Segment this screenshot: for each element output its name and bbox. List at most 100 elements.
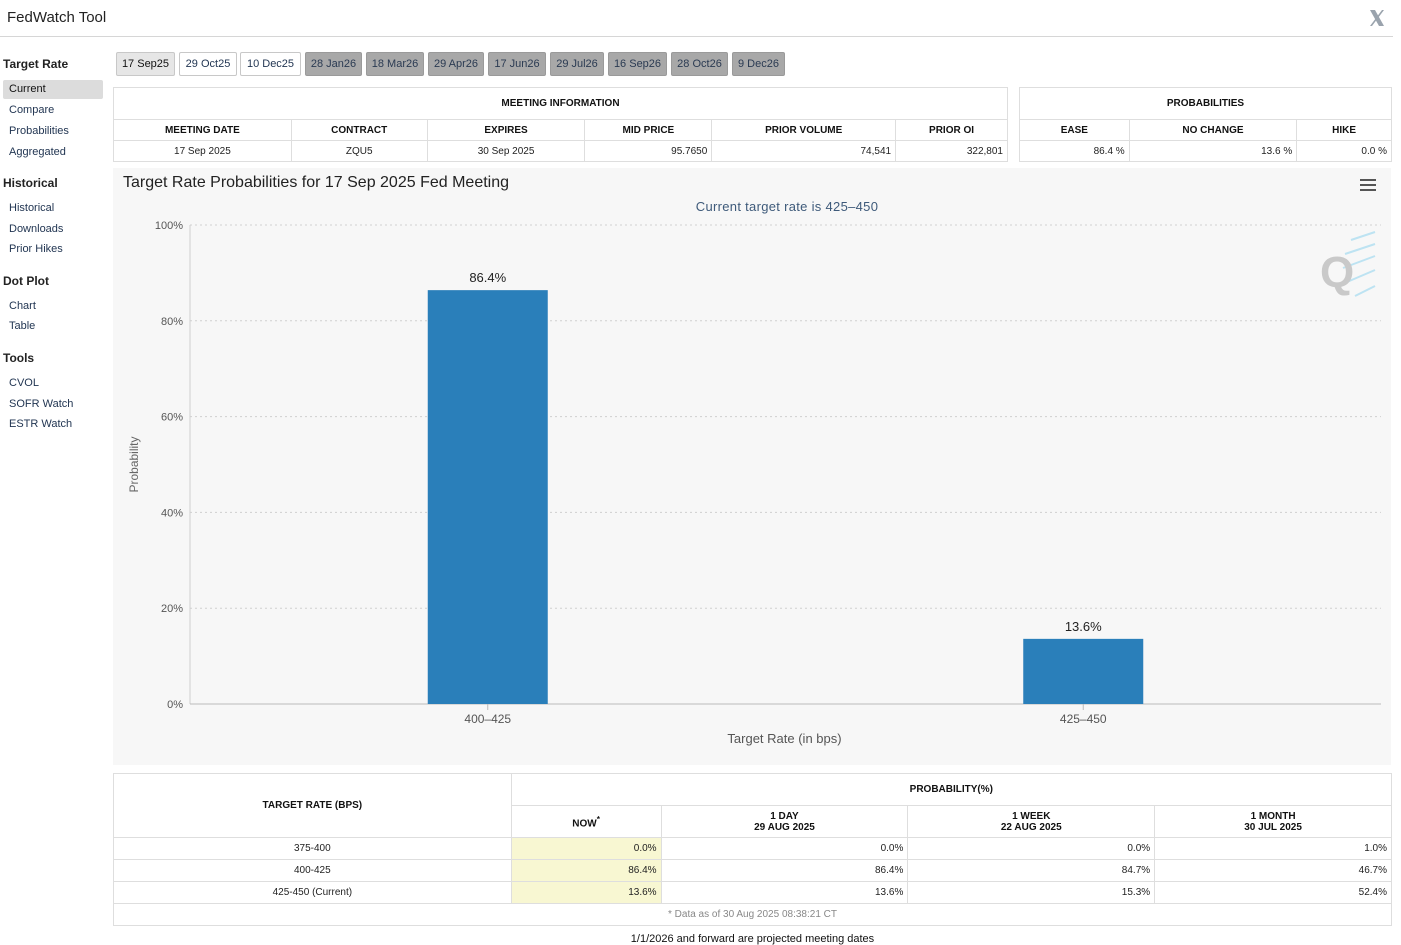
probabilities-table: PROBABILITIES EASE NO CHANGE HIKE 86.4 %… (1019, 87, 1392, 162)
col-header-now: NOW* (510, 805, 662, 838)
no-change-value: 13.6 % (1128, 140, 1298, 162)
sidebar-item-prior-hikes[interactable]: Prior Hikes (9, 243, 63, 255)
sidebar-item-compare[interactable]: Compare (9, 104, 55, 116)
col-header-1-day: 1 DAY 29 AUG 2025 (660, 805, 909, 838)
quikstrike-logo-icon: Q (1320, 231, 1376, 297)
month-cell: 46.7% (1154, 859, 1392, 882)
tab-meeting-10-dec25[interactable]: 10 Dec25 (240, 52, 301, 76)
tab-meeting-28-jan26[interactable]: 28 Jan26 (305, 52, 362, 76)
sidebar-item-table[interactable]: Table (9, 320, 36, 332)
y-axis-title: Probability (127, 436, 141, 492)
projected-dates-note: 1/1/2026 and forward are projected meeti… (630, 933, 875, 945)
x-tick-label: 425–450 (1060, 712, 1107, 726)
chart-title: Target Rate Probabilities for 17 Sep 202… (123, 174, 510, 191)
probability-header: PROBABILITY(%) (510, 773, 1393, 806)
sidebar-section-target-rate: Target Rate (3, 57, 69, 71)
prior-oi-value: 322,801 (895, 140, 1008, 162)
tab-meeting-17-jun26[interactable]: 17 Jun26 (488, 52, 546, 76)
col-header-prior-volume: PRIOR VOLUME (711, 119, 897, 141)
day-cell: 13.6% (660, 881, 909, 904)
sidebar-item-estr-watch[interactable]: ESTR Watch (9, 418, 73, 430)
app-title: FedWatch Tool (7, 9, 107, 26)
y-tick-label: 40% (161, 507, 183, 519)
sidebar-section-historical: Historical (3, 176, 58, 190)
col-header-ease: EASE (1019, 119, 1130, 141)
chart-subtitle: Current target rate is 425–450 (695, 199, 879, 214)
expires-value: 30 Sep 2025 (426, 140, 586, 162)
prior-volume-value: 74,541 (711, 140, 897, 162)
chart-gridlines (190, 224, 1381, 609)
bar-data-label: 86.4% (469, 270, 506, 285)
data-timestamp-footnote: * Data as of 30 Aug 2025 08:38:21 CT (113, 903, 1392, 926)
sidebar-item-downloads[interactable]: Downloads (9, 223, 64, 235)
tab-meeting-29-apr26[interactable]: 29 Apr26 (428, 52, 484, 76)
week-cell: 0.0% (907, 837, 1156, 860)
now-cell: 86.4% (510, 859, 662, 882)
title-bar: FedWatch Tool (0, 0, 1393, 37)
week-cell: 84.7% (907, 859, 1156, 882)
now-cell: 13.6% (510, 881, 662, 904)
x-axis-title: Target Rate (in bps) (727, 731, 841, 746)
now-asterisk: * (596, 813, 600, 824)
col-header-meeting-date: MEETING DATE (113, 119, 292, 141)
chart-labels: 0% 20% 40% 60% 80% 100% 86.4% 400–425 13.6% 425–4… (127, 220, 1107, 746)
tab-meeting-17-sep25[interactable]: 17 Sep25 (116, 52, 175, 76)
contract-value: ZQU5 (290, 140, 428, 162)
now-cell: 0.0% (510, 837, 662, 860)
chart-axes (189, 225, 1381, 710)
meeting-information-table: MEETING INFORMATION MEETING DATE CONTRAC… (113, 87, 1008, 162)
tab-meeting-28-oct26[interactable]: 28 Oct26 (671, 52, 728, 76)
col-header-contract: CONTRACT (290, 119, 428, 141)
meeting-information-title: MEETING INFORMATION (113, 87, 1008, 120)
probability-bar-chart: 0% 20% 40% 60% 80% 100% 86.4% 400–425 13.6% 425–4… (127, 220, 1381, 746)
bar (427, 290, 548, 704)
table-row: 400-425 86.4% 86.4% 84.7% 46.7% (113, 859, 1392, 882)
sidebar-item-probabilities[interactable]: Probabilities (9, 125, 69, 137)
sidebar-item-chart[interactable]: Chart (9, 300, 36, 312)
y-tick-label: 0% (167, 699, 183, 711)
tab-meeting-9-dec26[interactable]: 9 Dec26 (732, 52, 785, 76)
tab-meeting-29-oct25[interactable]: 29 Oct25 (179, 52, 237, 76)
col-header-prior-oi: PRIOR OI (895, 119, 1008, 141)
bar (1023, 638, 1144, 704)
probabilities-title: PROBABILITIES (1019, 87, 1392, 120)
meeting-date-value: 17 Sep 2025 (113, 140, 292, 162)
rate-cell: 375-400 (113, 837, 512, 860)
col-header-expires: EXPIRES (426, 119, 586, 141)
chart-menu-icon[interactable] (1360, 179, 1376, 193)
close-icon[interactable] (1366, 7, 1388, 29)
rate-cell: 425-450 (Current) (113, 881, 512, 904)
sidebar-item-cvol[interactable]: CVOL (9, 377, 39, 389)
sidebar-section-tools: Tools (3, 351, 35, 365)
col-header-target-rate: TARGET RATE (BPS) (113, 773, 512, 838)
tab-meeting-16-sep26[interactable]: 16 Sep26 (608, 52, 667, 76)
month-cell: 1.0% (1154, 837, 1392, 860)
week-cell: 15.3% (907, 881, 1156, 904)
table-row: 425-450 (Current) 13.6% 13.6% 15.3% 52.4… (113, 881, 1392, 904)
chart-bars (427, 290, 1144, 704)
col-header-hike: HIKE (1296, 119, 1392, 141)
ease-value: 86.4 % (1019, 140, 1130, 162)
col-header-1-week: 1 WEEK 22 AUG 2025 (907, 805, 1156, 838)
x-tick-label: 400–425 (464, 712, 511, 726)
y-tick-label: 100% (155, 220, 183, 232)
hike-value: 0.0 % (1296, 140, 1392, 162)
sidebar-section-dot-plot: Dot Plot (3, 274, 49, 288)
sidebar-item-current[interactable]: Current (3, 80, 103, 99)
tab-meeting-18-mar26[interactable]: 18 Mar26 (366, 52, 424, 76)
y-tick-label: 80% (161, 316, 183, 328)
mid-price-value: 95.7650 (584, 140, 713, 162)
tab-meeting-29-jul26[interactable]: 29 Jul26 (550, 52, 604, 76)
bar-data-label: 13.6% (1065, 619, 1102, 634)
day-cell: 0.0% (660, 837, 909, 860)
y-tick-label: 60% (161, 412, 183, 424)
target-rate-probability-table: TARGET RATE (BPS) PROBABILITY(%) NOW* 1 … (113, 773, 1393, 926)
sidebar-item-sofr-watch[interactable]: SOFR Watch (9, 398, 74, 410)
rate-cell: 400-425 (113, 859, 512, 882)
sidebar-item-aggregated[interactable]: Aggregated (9, 146, 66, 158)
sidebar-item-historical[interactable]: Historical (9, 202, 55, 214)
chart-panel: 0% 20% 40% 60% 80% 100% 86.4% 400–425 13.6% 425–4… (113, 168, 1391, 765)
month-cell: 52.4% (1154, 881, 1392, 904)
svg-text:Q: Q (1320, 248, 1354, 297)
table-row: 375-400 0.0% 0.0% 0.0% 1.0% (113, 837, 1392, 860)
